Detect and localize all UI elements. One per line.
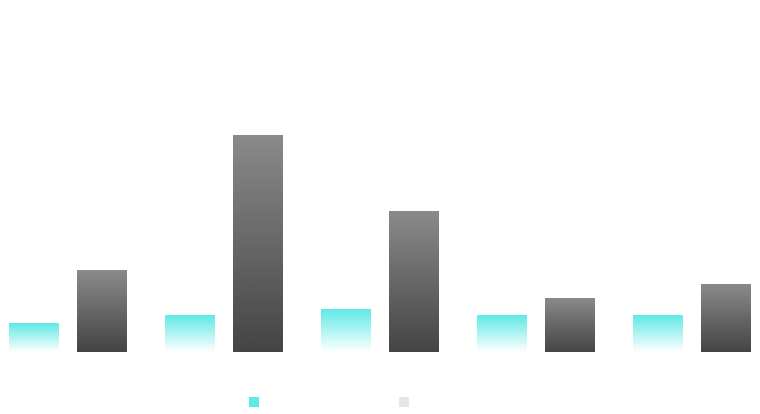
bar: [477, 315, 527, 352]
bar: [389, 211, 439, 352]
bar: [77, 270, 127, 352]
legend-marker: [249, 397, 259, 407]
bar: [701, 284, 751, 352]
bar: [633, 315, 683, 352]
bar: [9, 323, 59, 352]
bar: [321, 309, 371, 352]
bar: [165, 315, 215, 352]
bar: [233, 135, 283, 352]
bar: [545, 298, 595, 352]
legend-marker: [399, 397, 409, 407]
